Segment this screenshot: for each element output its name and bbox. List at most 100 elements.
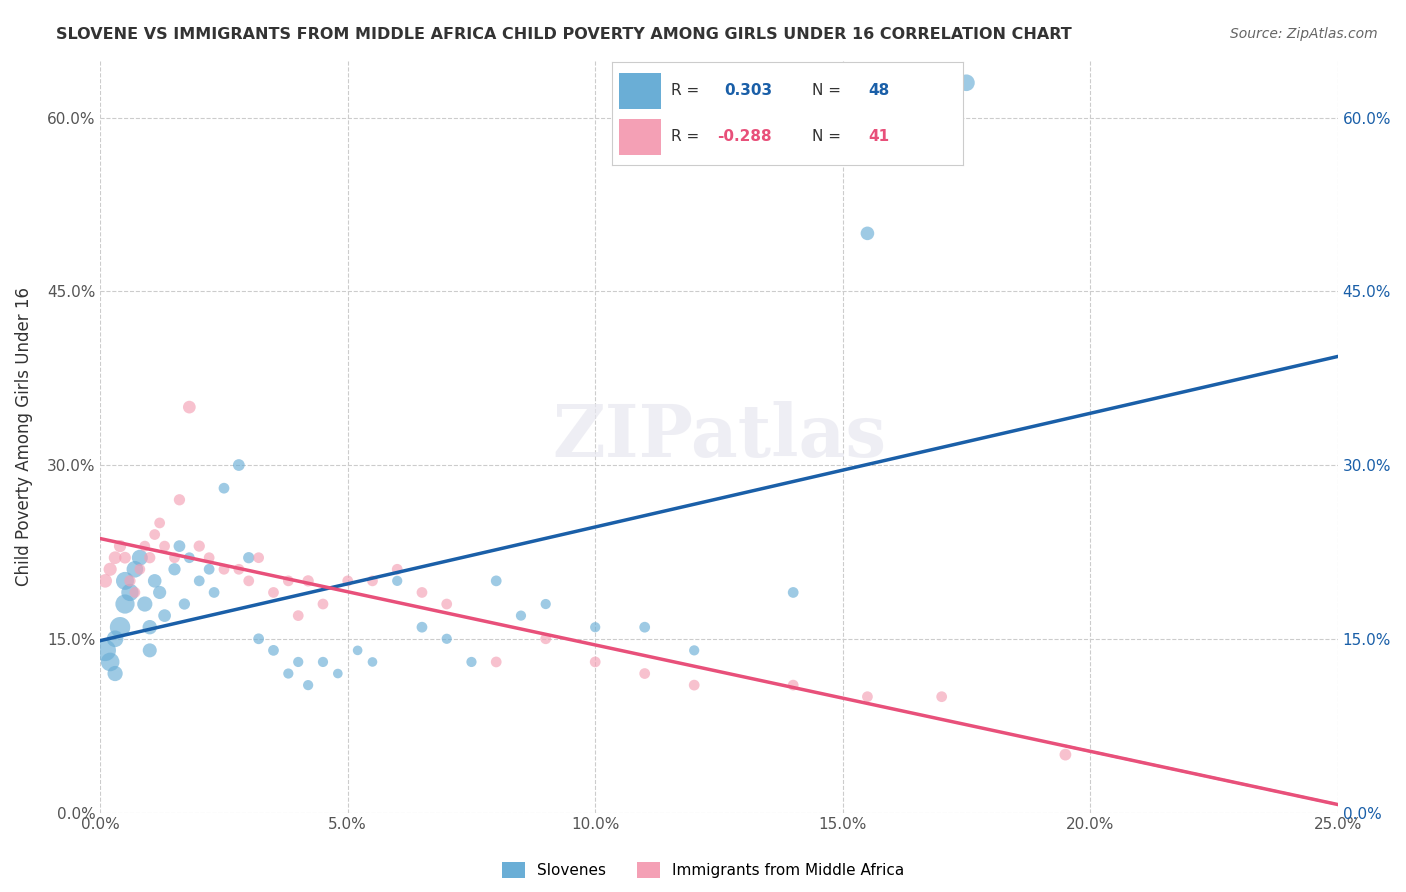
Point: [198, 562, 221, 576]
Point: [104, 666, 127, 681]
Point: [361, 574, 384, 588]
Point: [139, 550, 162, 565]
Point: [228, 562, 250, 576]
Point: [143, 527, 166, 541]
Point: [149, 516, 172, 530]
Point: [98, 562, 121, 576]
Point: [361, 655, 384, 669]
Y-axis label: Child Poverty Among Girls Under 16: Child Poverty Among Girls Under 16: [15, 286, 32, 585]
Point: [114, 597, 136, 611]
Text: 0.303: 0.303: [724, 83, 772, 97]
FancyBboxPatch shape: [619, 119, 661, 155]
Point: [104, 632, 127, 646]
Point: [436, 597, 458, 611]
Point: [169, 539, 191, 553]
Point: [534, 597, 557, 611]
Text: SLOVENE VS IMMIGRANTS FROM MIDDLE AFRICA CHILD POVERTY AMONG GIRLS UNDER 16 CORR: SLOVENE VS IMMIGRANTS FROM MIDDLE AFRICA…: [56, 27, 1071, 42]
Point: [485, 655, 508, 669]
Point: [188, 539, 211, 553]
Point: [312, 655, 335, 669]
FancyBboxPatch shape: [619, 73, 661, 109]
Point: [153, 539, 176, 553]
Point: [228, 458, 250, 472]
Point: [124, 562, 146, 576]
Point: [139, 620, 162, 634]
Point: [460, 655, 482, 669]
Point: [114, 574, 136, 588]
Point: [387, 562, 409, 576]
Point: [169, 492, 191, 507]
Point: [108, 620, 131, 634]
Point: [238, 574, 260, 588]
Point: [782, 585, 804, 599]
Point: [179, 400, 201, 414]
Point: [336, 574, 359, 588]
Point: [118, 585, 141, 599]
Point: [583, 655, 606, 669]
Point: [247, 632, 270, 646]
Point: [634, 666, 657, 681]
Point: [411, 620, 433, 634]
Point: [118, 574, 141, 588]
Point: [387, 574, 409, 588]
Point: [124, 585, 146, 599]
Point: [128, 550, 150, 565]
Point: [149, 585, 172, 599]
Point: [297, 574, 319, 588]
Point: [583, 620, 606, 634]
Legend: Slovenes, Immigrants from Middle Africa: Slovenes, Immigrants from Middle Africa: [496, 856, 910, 884]
Text: -0.288: -0.288: [717, 128, 772, 144]
Point: [94, 574, 117, 588]
Point: [287, 655, 309, 669]
Point: [128, 562, 150, 576]
Point: [134, 539, 156, 553]
Point: [683, 643, 706, 657]
Point: [326, 666, 349, 681]
Point: [263, 643, 285, 657]
Point: [346, 643, 368, 657]
Point: [163, 562, 186, 576]
Point: [955, 76, 977, 90]
Point: [277, 666, 299, 681]
Text: 48: 48: [869, 83, 890, 97]
Point: [212, 481, 235, 495]
Point: [683, 678, 706, 692]
Point: [277, 574, 299, 588]
Point: [411, 585, 433, 599]
Point: [163, 550, 186, 565]
Point: [436, 632, 458, 646]
Point: [179, 550, 201, 565]
Text: ZIPatlas: ZIPatlas: [553, 401, 886, 472]
Point: [312, 597, 335, 611]
Point: [202, 585, 225, 599]
Point: [1054, 747, 1077, 762]
Point: [143, 574, 166, 588]
Point: [108, 539, 131, 553]
Text: N =: N =: [813, 128, 841, 144]
Text: N =: N =: [813, 83, 841, 97]
Point: [510, 608, 533, 623]
Point: [104, 550, 127, 565]
Point: [297, 678, 319, 692]
Point: [188, 574, 211, 588]
Point: [94, 643, 117, 657]
Point: [238, 550, 260, 565]
Point: [247, 550, 270, 565]
Point: [139, 643, 162, 657]
Point: [534, 632, 557, 646]
Point: [134, 597, 156, 611]
Point: [98, 655, 121, 669]
Point: [263, 585, 285, 599]
Point: [634, 620, 657, 634]
Text: Source: ZipAtlas.com: Source: ZipAtlas.com: [1230, 27, 1378, 41]
Point: [173, 597, 195, 611]
Point: [485, 574, 508, 588]
Point: [856, 690, 879, 704]
Text: R =: R =: [672, 128, 700, 144]
Point: [114, 550, 136, 565]
Text: R =: R =: [672, 83, 700, 97]
Point: [198, 550, 221, 565]
Point: [931, 690, 953, 704]
Point: [856, 227, 879, 241]
Text: 41: 41: [869, 128, 890, 144]
